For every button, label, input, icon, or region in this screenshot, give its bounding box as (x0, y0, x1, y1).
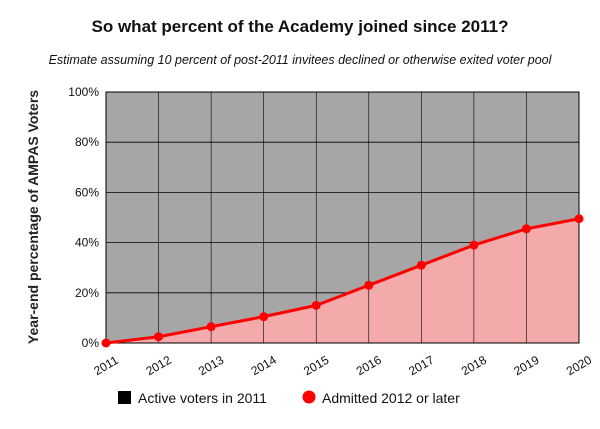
y-tick-label: 60% (75, 185, 99, 199)
x-tick-label: 2012 (143, 353, 173, 379)
x-tick-label: 2016 (354, 353, 384, 379)
x-tick-label: 2013 (196, 353, 226, 379)
legend: Active voters in 2011 Admitted 2012 or l… (118, 390, 460, 406)
y-tick-label: 40% (75, 236, 99, 250)
data-point (416, 260, 426, 270)
y-tick-label: 100% (68, 85, 99, 99)
legend-label-active: Active voters in 2011 (138, 390, 267, 406)
legend-label-admitted: Admitted 2012 or later (322, 390, 460, 406)
data-point (521, 224, 531, 234)
y-axis-label: Year-end percentage of AMPAS Voters (25, 90, 41, 344)
legend-dot-icon (302, 390, 316, 404)
data-point (101, 338, 111, 348)
data-point (154, 332, 164, 342)
y-axis-ticks: 0% 20% 40% 60% 80% 100% (68, 85, 99, 350)
x-tick-label: 2015 (301, 353, 331, 379)
x-tick-label: 2020 (564, 353, 594, 379)
data-point (469, 240, 479, 250)
data-point (364, 280, 374, 290)
x-tick-label: 2011 (91, 353, 121, 378)
x-tick-label: 2018 (459, 353, 489, 379)
data-point (574, 214, 584, 224)
y-tick-label: 20% (75, 286, 99, 300)
data-point (259, 312, 269, 322)
data-point (311, 300, 321, 310)
y-tick-label: 80% (75, 135, 99, 149)
data-point (206, 322, 216, 332)
x-axis-ticks: 2011 2012 2013 2014 2015 2016 2017 2018 2019 2020 (91, 353, 594, 379)
x-tick-label: 2019 (511, 353, 541, 379)
x-tick-label: 2014 (249, 353, 279, 379)
chart-title: So what percent of the Academy joined si… (91, 17, 509, 36)
x-tick-label: 2017 (406, 353, 436, 379)
y-tick-label: 0% (82, 336, 100, 350)
admitted-points (101, 214, 584, 348)
chart-subtitle: Estimate assuming 10 percent of post-201… (48, 53, 552, 67)
admitted-line (105, 217, 580, 345)
legend-square-icon (118, 391, 131, 404)
admitted-area (106, 218, 579, 343)
